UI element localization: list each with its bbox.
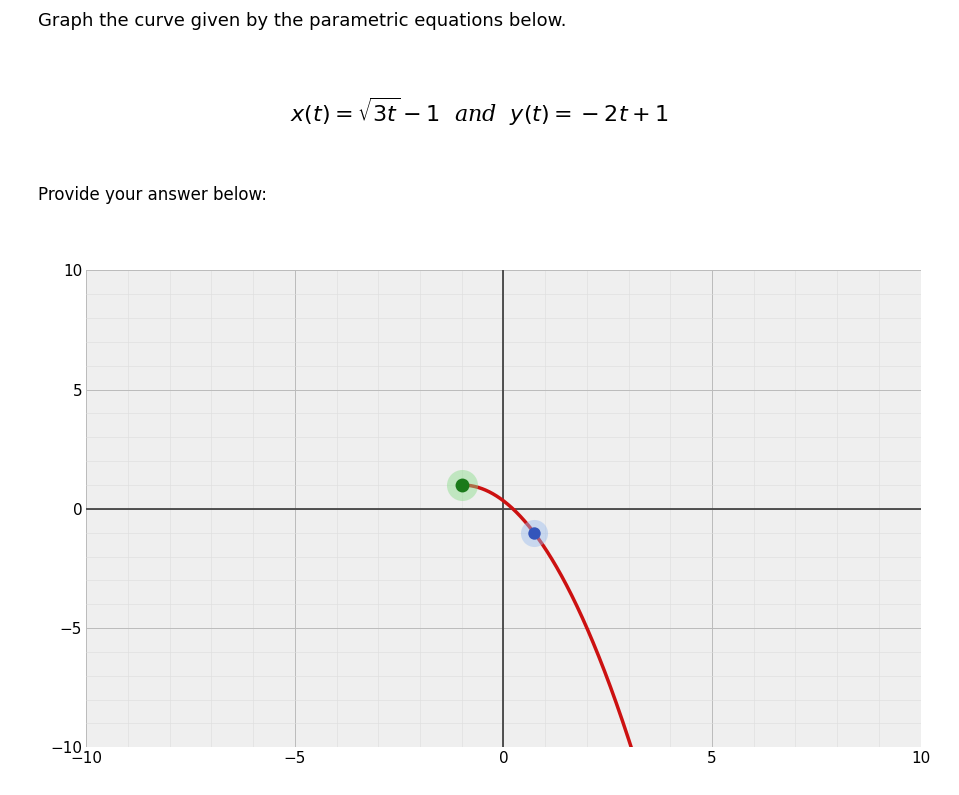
Text: $x(t) = \sqrt{3t} - 1$  and  $y(t) = -2t + 1$: $x(t) = \sqrt{3t} - 1$ and $y(t) = -2t +… — [291, 95, 668, 128]
Text: Graph the curve given by the parametric equations below.: Graph the curve given by the parametric … — [38, 12, 567, 30]
Point — [526, 526, 542, 539]
Point — [455, 479, 470, 491]
Point — [526, 526, 542, 539]
Text: Provide your answer below:: Provide your answer below: — [38, 186, 268, 204]
Point — [455, 479, 470, 491]
